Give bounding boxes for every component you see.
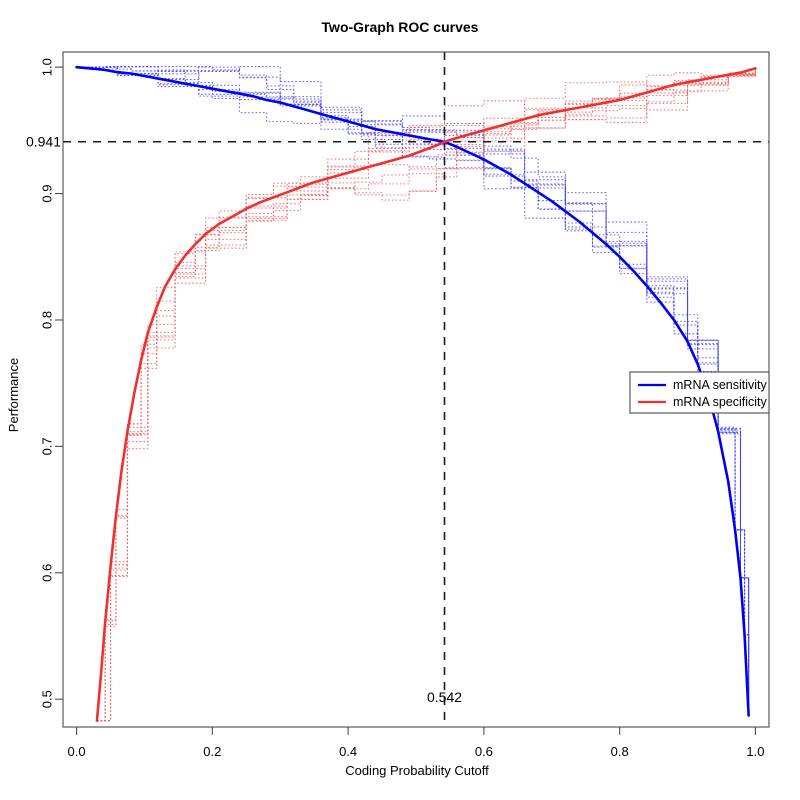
y-tick-label: 0.6 bbox=[40, 564, 55, 582]
cutoff-value-label: 0.542 bbox=[427, 689, 462, 705]
y-tick-label: 0.7 bbox=[40, 437, 55, 455]
legend-item-label[interactable]: mRNA sensitivity bbox=[673, 378, 768, 392]
replicate-curve-sensitivity bbox=[76, 66, 750, 716]
x-tick-label: 0.2 bbox=[203, 744, 221, 759]
page-title: Two-Graph ROC curves bbox=[322, 19, 479, 35]
legend-box bbox=[629, 371, 770, 414]
x-tick-label: 0.6 bbox=[475, 744, 493, 759]
replicate-curve-sensitivity bbox=[76, 66, 750, 716]
mean-curve-sensitivity bbox=[75, 65, 750, 717]
y-tick-label: 1.0 bbox=[40, 58, 55, 76]
x-tick-label: 1.0 bbox=[746, 744, 764, 759]
x-axis-title: Coding Probability Cutoff bbox=[345, 763, 489, 778]
replicate-curve-specificity bbox=[96, 68, 756, 722]
x-tick-label: 0.0 bbox=[68, 744, 86, 759]
x-tick-label: 0.4 bbox=[339, 744, 357, 759]
x-tick-label: 0.8 bbox=[611, 744, 629, 759]
y-tick-label: 0.5 bbox=[40, 690, 55, 708]
legend-item-label[interactable]: mRNA specificity bbox=[673, 395, 768, 409]
chart-legend[interactable]: mRNA sensitivity mRNA specificity bbox=[629, 371, 770, 414]
replicate-curve-specificity bbox=[96, 68, 756, 722]
replicate-curve-specificity bbox=[96, 68, 756, 722]
y-tick-label: 0.8 bbox=[40, 311, 55, 329]
annotation-guides-layer: 0.542 0.941 bbox=[26, 52, 769, 727]
y-axis-title: Performance bbox=[6, 358, 21, 432]
mean-curve-specificity bbox=[95, 67, 757, 722]
y-tick-label: 0.9 bbox=[40, 185, 55, 203]
replicate-curve-specificity bbox=[96, 68, 756, 722]
performance-value-label: 0.941 bbox=[26, 134, 61, 150]
mean-curves-layer bbox=[75, 65, 757, 722]
